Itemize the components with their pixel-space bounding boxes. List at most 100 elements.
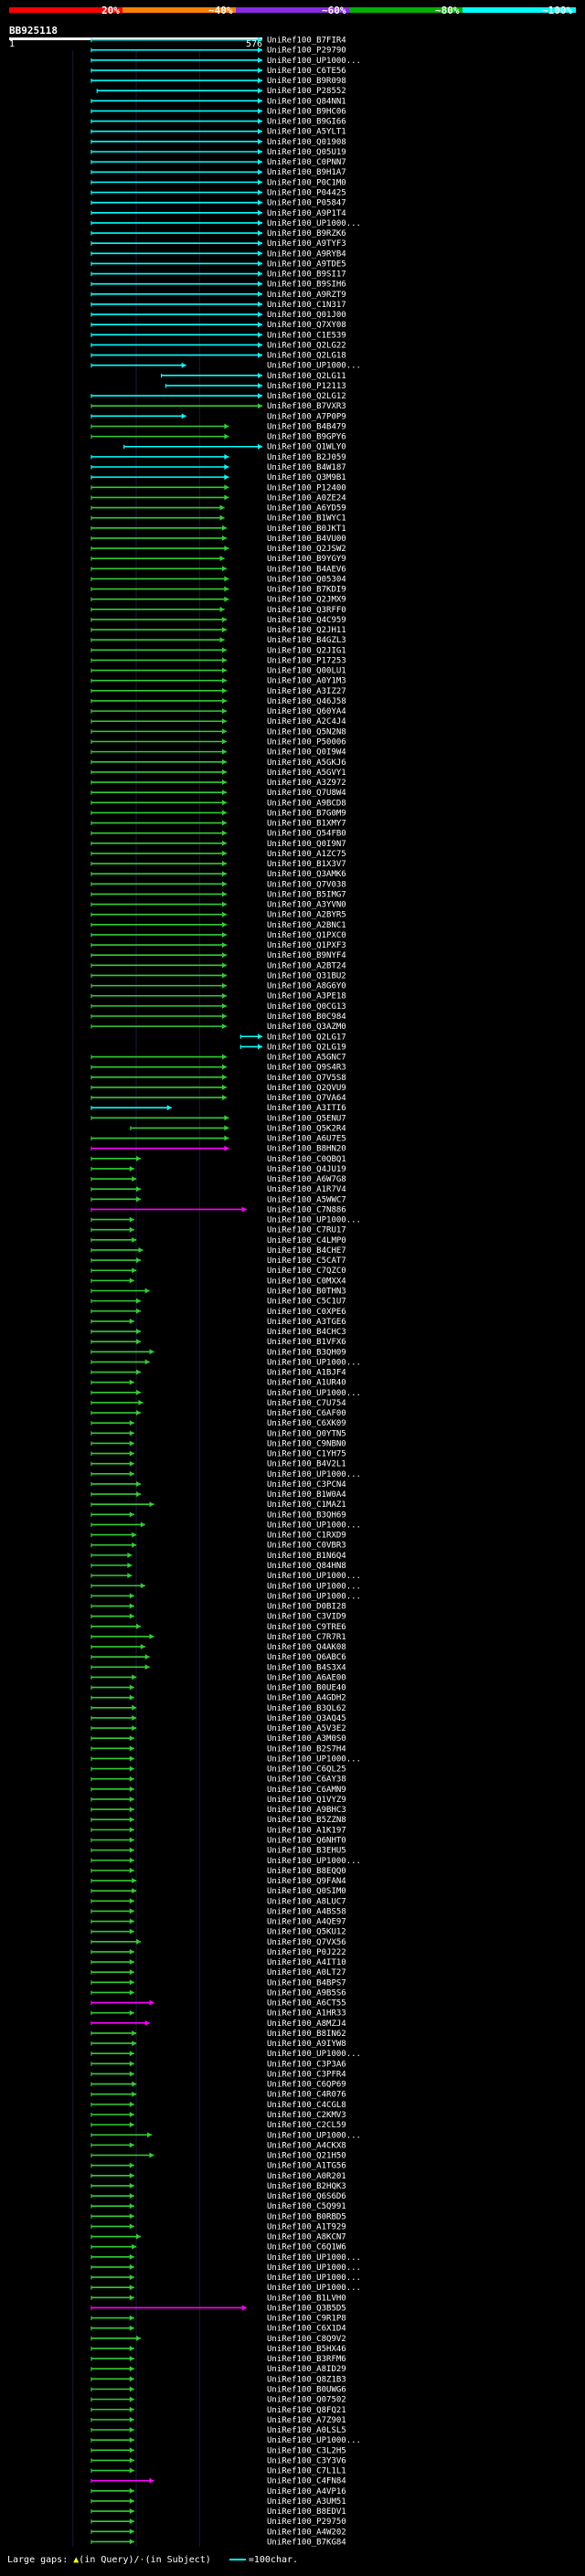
hit-label[interactable]: UniRef100_C3VID9 — [267, 1613, 346, 1622]
hit-label[interactable]: UniRef100_Q0YTN5 — [267, 1429, 346, 1438]
hit-label[interactable]: UniRef100_Q6ABC6 — [267, 1653, 346, 1662]
hit-label[interactable]: UniRef100_B5IMG7 — [267, 890, 346, 899]
hit-label[interactable]: UniRef100_C3PCN4 — [267, 1480, 346, 1489]
hit-label[interactable]: UniRef100_A6AE00 — [267, 1673, 346, 1682]
hit-label[interactable]: UniRef100_Q0I9W4 — [267, 748, 346, 758]
hit-label[interactable]: UniRef100_C0XPE6 — [267, 1308, 346, 1317]
hit-label[interactable]: UniRef100_B2S7H4 — [267, 1744, 346, 1754]
hit-label[interactable]: UniRef100_Q1VYZ9 — [267, 1796, 346, 1805]
hit-label[interactable]: UniRef100_UP1000... — [267, 2253, 361, 2263]
hit-label[interactable]: UniRef100_Q2JMX9 — [267, 596, 346, 605]
hit-label[interactable]: UniRef100_P29750 — [267, 2518, 346, 2527]
hit-label[interactable]: UniRef100_B5HX46 — [267, 2345, 346, 2354]
hit-label[interactable]: UniRef100_UP1000... — [267, 1572, 361, 1581]
hit-label[interactable]: UniRef100_Q2JH11 — [267, 626, 346, 635]
hit-label[interactable]: UniRef100_A3ITI6 — [267, 1104, 346, 1113]
hit-label[interactable]: UniRef100_B9SI17 — [267, 270, 346, 280]
hit-label[interactable]: UniRef100_Q00LU1 — [267, 667, 346, 676]
hit-label[interactable]: UniRef100_B9SIH6 — [267, 281, 346, 290]
hit-label[interactable]: UniRef100_B2J059 — [267, 453, 346, 462]
hit-label[interactable]: UniRef100_A5GVY1 — [267, 769, 346, 778]
hit-label[interactable]: UniRef100_C7QZC0 — [267, 1267, 346, 1276]
hit-label[interactable]: UniRef100_C9TRE6 — [267, 1623, 346, 1632]
hit-label[interactable]: UniRef100_B4AEV6 — [267, 565, 346, 574]
hit-label[interactable]: UniRef100_Q3M9B1 — [267, 473, 346, 482]
hit-label[interactable]: UniRef100_B0UWG6 — [267, 2385, 346, 2394]
hit-label[interactable]: UniRef100_B0JKT1 — [267, 525, 346, 534]
hit-label[interactable]: UniRef100_Q2JIG1 — [267, 646, 346, 655]
hit-label[interactable]: UniRef100_B1X3V7 — [267, 860, 346, 869]
hit-label[interactable]: UniRef100_Q2JSW2 — [267, 545, 346, 554]
hit-label[interactable]: UniRef100_P04425 — [267, 189, 346, 198]
hit-label[interactable]: UniRef100_B4V2L1 — [267, 1460, 346, 1469]
hit-label[interactable]: UniRef100_B3RFM6 — [267, 2355, 346, 2364]
hit-label[interactable]: UniRef100_Q5N2N8 — [267, 727, 346, 737]
hit-label[interactable]: UniRef100_B9GI66 — [267, 118, 346, 127]
hit-label[interactable]: UniRef100_A3UM51 — [267, 2497, 346, 2507]
hit-label[interactable]: UniRef100_Q1PXC0 — [267, 931, 346, 940]
hit-label[interactable]: UniRef100_A0Y1M3 — [267, 677, 346, 686]
hit-label[interactable]: UniRef100_B4S3X4 — [267, 1663, 346, 1672]
hit-label[interactable]: UniRef100_A0ZE24 — [267, 493, 346, 503]
hit-label[interactable]: UniRef100_Q4AK08 — [267, 1643, 346, 1652]
hit-label[interactable]: UniRef100_Q3RFF0 — [267, 606, 346, 615]
hit-label[interactable]: UniRef100_A2C4J4 — [267, 717, 346, 726]
hit-label[interactable]: UniRef100_A4IT10 — [267, 1958, 346, 1967]
hit-label[interactable]: UniRef100_A5GNC7 — [267, 1054, 346, 1063]
hit-label[interactable]: UniRef100_B5ZZN8 — [267, 1816, 346, 1825]
hit-label[interactable]: UniRef100_Q7XY08 — [267, 321, 346, 330]
hit-label[interactable]: UniRef100_Q21H50 — [267, 2152, 346, 2161]
hit-label[interactable]: UniRef100_B1LVH0 — [267, 2294, 346, 2303]
hit-label[interactable]: UniRef100_B9GPY6 — [267, 433, 346, 442]
hit-label[interactable]: UniRef100_UP1000... — [267, 2274, 361, 2283]
hit-label[interactable]: UniRef100_P17253 — [267, 656, 346, 665]
hit-label[interactable]: UniRef100_A0LSL5 — [267, 2426, 346, 2435]
hit-label[interactable]: UniRef100_Q60YA4 — [267, 707, 346, 716]
hit-label[interactable]: UniRef100_A1T929 — [267, 2222, 346, 2231]
hit-label[interactable]: UniRef100_A4W202 — [267, 2528, 346, 2537]
hit-label[interactable]: UniRef100_A8ID29 — [267, 2365, 346, 2374]
hit-label[interactable]: UniRef100_A5GKJ6 — [267, 758, 346, 768]
hit-label[interactable]: UniRef100_C8Q9V2 — [267, 2335, 346, 2344]
hit-label[interactable]: UniRef100_A9IYW8 — [267, 2040, 346, 2049]
hit-label[interactable]: UniRef100_UP1000... — [267, 1389, 361, 1398]
hit-label[interactable]: UniRef100_C0MXX4 — [267, 1277, 346, 1286]
hit-label[interactable]: UniRef100_C6AY38 — [267, 1776, 346, 1785]
hit-label[interactable]: UniRef100_A4CKX8 — [267, 2141, 346, 2150]
hit-label[interactable]: UniRef100_Q07502 — [267, 2396, 346, 2405]
hit-label[interactable]: UniRef100_Q31BU2 — [267, 971, 346, 981]
hit-label[interactable]: UniRef100_B9YGY9 — [267, 555, 346, 564]
hit-label[interactable]: UniRef100_Q46J58 — [267, 697, 346, 706]
hit-label[interactable]: UniRef100_A8MZJ4 — [267, 2019, 346, 2029]
hit-label[interactable]: UniRef100_A1R7V4 — [267, 1185, 346, 1194]
hit-label[interactable]: UniRef100_A8G6Y0 — [267, 982, 346, 991]
hit-label[interactable]: UniRef100_Q7V038 — [267, 880, 346, 889]
hit-label[interactable]: UniRef100_C1YH75 — [267, 1450, 346, 1459]
hit-label[interactable]: UniRef100_Q01908 — [267, 138, 346, 147]
hit-label[interactable]: UniRef100_Q4JU19 — [267, 1165, 346, 1174]
hit-label[interactable]: UniRef100_C0VBR3 — [267, 1542, 346, 1551]
hit-label[interactable]: UniRef100_C7RU17 — [267, 1226, 346, 1235]
hit-label[interactable]: UniRef100_B9HC06 — [267, 107, 346, 116]
hit-label[interactable]: UniRef100_C7L1L1 — [267, 2467, 346, 2476]
hit-label[interactable]: UniRef100_B4CHE7 — [267, 1246, 346, 1256]
hit-label[interactable]: UniRef100_A1UR40 — [267, 1379, 346, 1388]
hit-label[interactable]: UniRef100_C6X1D4 — [267, 2325, 346, 2334]
hit-label[interactable]: UniRef100_B9H1A7 — [267, 168, 346, 177]
hit-label[interactable]: UniRef100_B7KG84 — [267, 2538, 346, 2547]
hit-label[interactable]: UniRef100_C2KMV3 — [267, 2111, 346, 2120]
hit-label[interactable]: UniRef100_B7G0M9 — [267, 809, 346, 818]
hit-label[interactable]: UniRef100_A3PE18 — [267, 992, 346, 1002]
hit-label[interactable]: UniRef100_P12113 — [267, 382, 346, 391]
hit-label[interactable]: UniRef100_A0R201 — [267, 2172, 346, 2181]
hit-label[interactable]: UniRef100_B0THN3 — [267, 1288, 346, 1297]
hit-label[interactable]: UniRef100_B0C984 — [267, 1012, 346, 1022]
hit-label[interactable]: UniRef100_A7Z901 — [267, 2416, 346, 2425]
hit-label[interactable]: UniRef100_UP1000... — [267, 1582, 361, 1591]
hit-label[interactable]: UniRef100_A4VP16 — [267, 2487, 346, 2496]
hit-label[interactable]: UniRef100_B3QL62 — [267, 1704, 346, 1713]
hit-label[interactable]: UniRef100_Q2LG19 — [267, 1043, 346, 1052]
hit-label[interactable]: UniRef100_B1VFX6 — [267, 1338, 346, 1347]
hit-label[interactable]: UniRef100_A0LT27 — [267, 1968, 346, 1977]
hit-label[interactable]: UniRef100_Q1PXF3 — [267, 941, 346, 950]
